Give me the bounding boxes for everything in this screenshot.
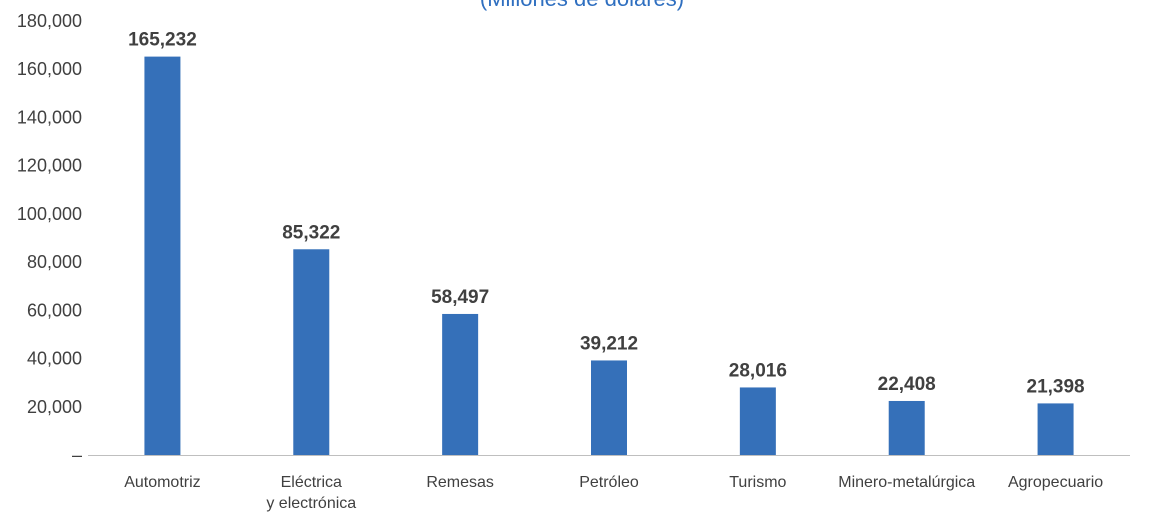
- y-axis: – 20,000 40,000 60,000 80,000 100,000 120,000 1…: [17, 11, 82, 465]
- data-label: 21,398: [1027, 376, 1085, 397]
- y-tick-label: 40,000: [27, 349, 82, 369]
- bar: [739, 387, 776, 455]
- y-tick-label: 180,000: [17, 11, 82, 31]
- data-label: 58,497: [431, 287, 489, 308]
- x-tick-label: Minero-metalúrgica: [838, 474, 975, 491]
- data-label: 22,408: [878, 374, 936, 395]
- data-label: 85,322: [282, 222, 340, 243]
- y-tick-label: 100,000: [17, 204, 82, 224]
- bar: [591, 360, 627, 455]
- bar: [144, 56, 181, 455]
- bar: [293, 249, 330, 455]
- y-tick-label: 160,000: [17, 59, 82, 79]
- x-tick-label: Petróleo: [579, 474, 639, 491]
- bars: [144, 56, 1074, 455]
- x-tick-label: Turismo: [729, 474, 786, 491]
- bar: [888, 400, 925, 455]
- data-label: 39,212: [580, 333, 638, 354]
- y-tick-label: 140,000: [17, 107, 82, 127]
- x-tick-label: Agropecuario: [1008, 474, 1103, 491]
- y-tick-label: –: [72, 445, 82, 465]
- y-tick-label: 60,000: [27, 300, 82, 320]
- y-tick-label: 80,000: [27, 252, 82, 272]
- bar: [442, 313, 479, 455]
- data-labels: 165,232 85,322 58,497 39,212 28,016 22,408 21,…: [128, 30, 1085, 398]
- y-tick-label: 120,000: [17, 156, 82, 176]
- data-label: 28,016: [729, 360, 787, 381]
- chart-subtitle: (Millones de dólares): [480, 0, 684, 11]
- y-tick-label: 20,000: [27, 397, 82, 417]
- x-tick-label: Remesas: [426, 474, 494, 491]
- x-axis: Automotriz Eléctrica y electrónica Remesas P…: [124, 474, 1103, 512]
- bar: [1037, 403, 1074, 455]
- x-tick-label: Eléctrica y electrónica: [266, 474, 356, 512]
- data-label: 165,232: [128, 30, 197, 51]
- x-tick-label: Automotriz: [124, 474, 200, 491]
